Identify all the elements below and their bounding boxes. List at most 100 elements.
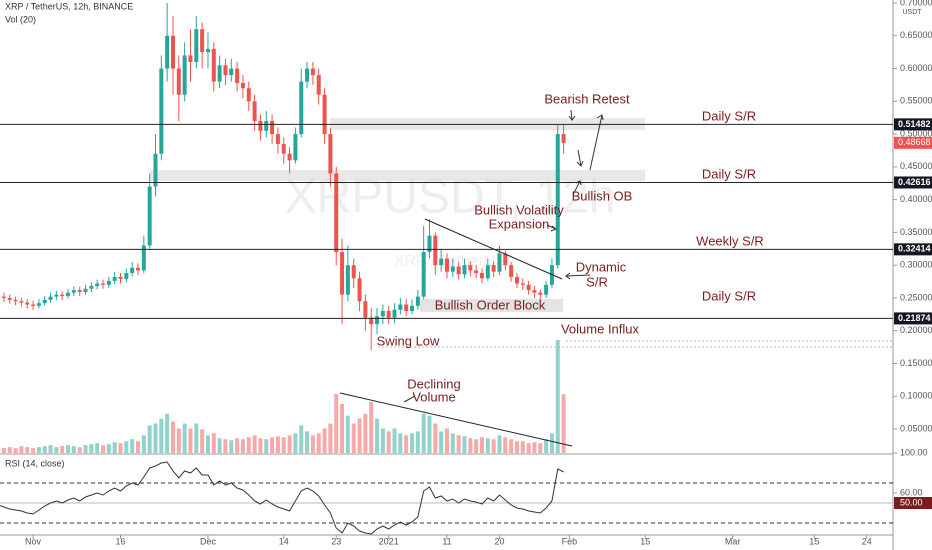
candle-body [205,48,210,53]
volume-bar [316,433,321,453]
volume-bar [503,437,508,453]
annotation: Daily S/R [702,166,756,181]
rsi-label: RSI (14, close) [5,458,65,468]
volume-bar [474,439,479,453]
candle-body [176,68,181,95]
annotation: Bearish Retest [544,91,630,106]
candle-body [153,153,158,187]
candle-body [106,280,111,285]
volume-bar [404,435,409,453]
volume-bar [130,439,135,453]
y-tick-label: 0.50000 [900,128,932,138]
candle-body [77,290,82,293]
annotation: Volume Influx [561,321,640,336]
candle-body [188,55,193,62]
y-tick-label: 0.20000 [900,325,932,335]
level-badge [894,243,932,256]
candle-body [159,68,164,154]
candle-body [544,284,549,295]
volume-bar [71,446,76,453]
y-tick-label: 100.00 [900,447,928,457]
candle-body [89,286,94,289]
annotation: Daily S/R [702,288,756,303]
volume-bar [485,438,490,453]
candle-body [340,252,345,295]
candle-body [538,292,543,295]
volume-bar [514,441,519,453]
volume-bar [66,445,71,453]
candle-body [36,303,41,306]
candle-body [275,134,280,144]
candle-body [7,297,12,300]
candle-body [31,304,36,306]
y-tick-label: 0.60000 [900,63,932,73]
y-tick-label: 0.45000 [900,161,932,171]
candle-body [270,120,275,135]
candle-body [491,265,496,272]
volume-bar [369,401,374,453]
volume-bar [357,418,362,453]
candle-body [328,134,333,174]
candle-body [165,35,170,69]
candle-body [479,273,484,279]
volume-bar [240,439,245,453]
volume-bar [427,415,432,453]
candle-body [182,55,187,95]
volume-bar [340,403,345,453]
candle-body [380,311,385,317]
y-tick-label: 0.55000 [900,96,932,106]
level-label: 0.32414 [898,244,931,254]
volume-bar [386,431,391,453]
candle-body [444,258,449,272]
annotation: Weekly S/R [696,233,764,248]
x-tick-label: 23 [331,536,341,546]
candle-body [194,29,199,62]
candle-body [532,290,537,293]
candle-body [322,94,327,135]
x-tick-label: 15 [809,536,819,546]
volume-bar [188,428,193,453]
y-tick-label: 0.70000 [900,0,932,7]
level-label: 0.51482 [898,119,931,129]
candle-body [258,120,263,131]
candle-body [369,317,374,325]
rsi-mid-badge [894,497,932,509]
candle-body [351,265,356,279]
volume-bar [153,423,158,453]
volume-bar [36,447,41,453]
candle-body [170,35,175,69]
candle-body [462,265,467,275]
volume-bar [410,433,415,453]
chart-title: XRP / TetherUS, 12h, BINANCE [5,1,133,11]
volume-bar [194,423,199,453]
volume-bar [217,438,222,453]
volume-bar [299,425,304,453]
volume-bar [13,448,18,453]
volume-bar [380,428,385,453]
candle-body [147,186,152,246]
candle-body [252,101,257,121]
candle-body [555,134,560,266]
candle-body [141,245,146,271]
annotation: S/R [586,274,608,289]
last-price-label: 0.48668 [898,137,931,147]
volume-bar [497,435,502,453]
level-label: 0.21874 [898,313,931,323]
candle-body [386,311,391,318]
volume-bar [205,435,210,453]
candle-body [124,273,129,279]
volume-bar [135,441,140,453]
candle-body [305,68,310,82]
volume-bar [462,436,467,453]
candle-body [485,265,490,279]
volume-bar [421,413,426,453]
candle-body [13,299,18,302]
candle-body [54,294,59,297]
candle-body [287,153,292,161]
y-tick-label: 0.35000 [900,227,932,237]
x-tick-label: Nov [25,536,42,546]
x-tick-label: 11 [442,536,451,546]
x-tick-label: 15 [640,536,650,546]
